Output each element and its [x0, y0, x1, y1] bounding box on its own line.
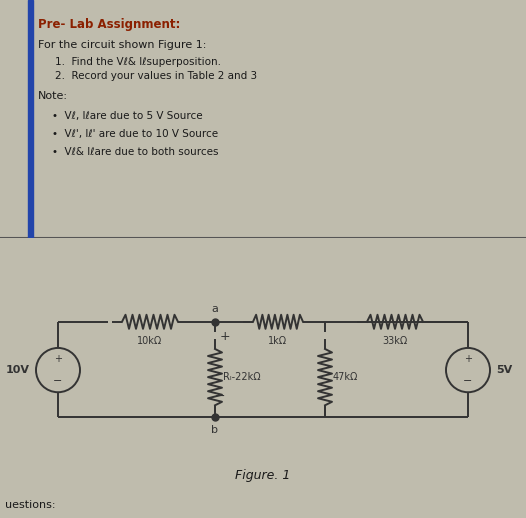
Text: −: −: [463, 376, 473, 386]
Text: Pre- Lab Assignment:: Pre- Lab Assignment:: [38, 18, 180, 31]
Text: 47kΩ: 47kΩ: [333, 372, 358, 382]
Text: +: +: [464, 354, 472, 364]
Text: 2.  Record your values in Table 2 and 3: 2. Record your values in Table 2 and 3: [55, 71, 257, 81]
Text: b: b: [211, 425, 218, 436]
Text: Rₗ-22kΩ: Rₗ-22kΩ: [223, 372, 260, 382]
Text: 5V: 5V: [496, 365, 512, 375]
Text: 10kΩ: 10kΩ: [137, 336, 163, 346]
Text: •  Vℓ', Iℓ' are due to 10 V Source: • Vℓ', Iℓ' are due to 10 V Source: [52, 129, 218, 139]
Text: −: −: [53, 376, 63, 386]
Text: Note:: Note:: [38, 91, 68, 102]
Text: +: +: [220, 330, 230, 343]
Text: 33kΩ: 33kΩ: [382, 336, 408, 346]
Text: •  Vℓ& Iℓare due to both sources: • Vℓ& Iℓare due to both sources: [52, 147, 218, 157]
Text: 10V: 10V: [6, 365, 30, 375]
Text: Figure. 1: Figure. 1: [235, 469, 291, 482]
Text: +: +: [54, 354, 62, 364]
Text: a: a: [211, 304, 218, 314]
Text: uestions:: uestions:: [5, 500, 56, 510]
Text: 1.  Find the Vℓ& Iℓsuperposition.: 1. Find the Vℓ& Iℓsuperposition.: [55, 56, 221, 67]
Text: For the circuit shown Figure 1:: For the circuit shown Figure 1:: [38, 40, 206, 50]
Text: −: −: [215, 390, 225, 404]
Bar: [28, 0, 33, 238]
Text: 1kΩ: 1kΩ: [268, 336, 288, 346]
Text: •  Vℓ, Iℓare due to 5 V Source: • Vℓ, Iℓare due to 5 V Source: [52, 111, 203, 121]
